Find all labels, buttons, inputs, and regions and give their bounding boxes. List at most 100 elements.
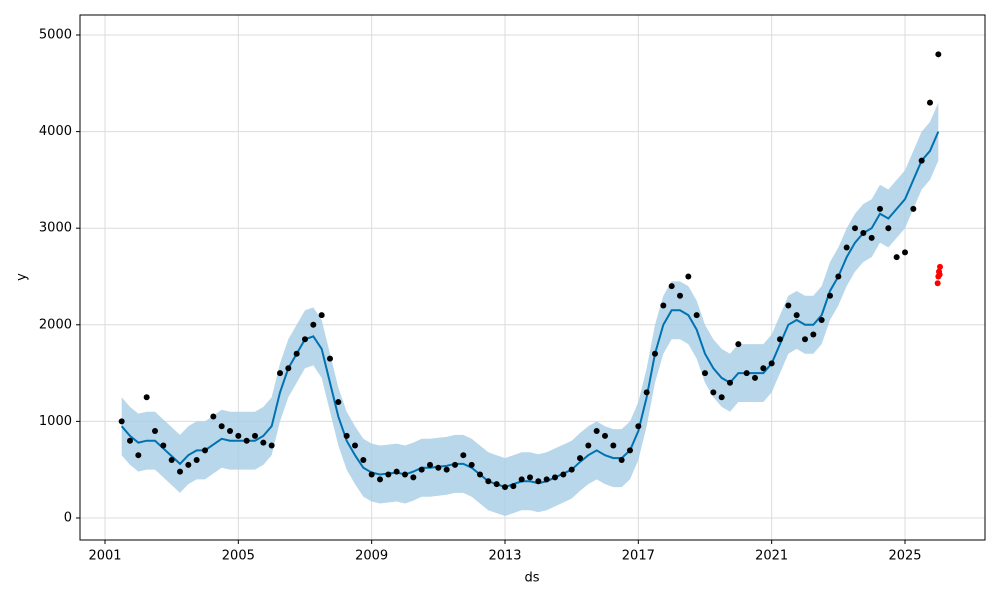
data-point — [810, 331, 817, 338]
data-point — [785, 302, 792, 309]
data-point — [760, 365, 767, 372]
data-point — [418, 466, 425, 473]
data-point — [585, 442, 592, 449]
data-point — [660, 302, 667, 309]
data-point — [352, 442, 358, 449]
data-point — [210, 413, 217, 420]
data-point — [860, 230, 867, 237]
data-point — [927, 99, 933, 106]
data-point — [793, 312, 800, 319]
data-point — [702, 370, 708, 377]
data-point — [568, 466, 575, 473]
data-point — [910, 205, 917, 212]
plot-frame — [79, 14, 986, 541]
data-point — [360, 457, 367, 464]
data-point — [143, 394, 150, 401]
data-point — [310, 321, 317, 328]
data-point — [152, 428, 158, 435]
x-tick-label: 2013 — [488, 549, 521, 564]
data-point — [885, 225, 892, 232]
x-tick-label: 2001 — [88, 549, 121, 564]
data-point — [502, 484, 508, 491]
data-point — [718, 394, 725, 401]
data-point — [652, 350, 658, 357]
data-point — [843, 244, 850, 251]
data-point — [577, 455, 583, 462]
x-tick-label: 2021 — [755, 549, 788, 564]
data-point — [377, 476, 383, 483]
data-point — [410, 474, 417, 481]
data-point — [335, 399, 342, 406]
data-point — [893, 254, 900, 261]
data-point — [902, 249, 908, 256]
data-point — [168, 457, 175, 464]
data-point — [135, 452, 142, 459]
data-point — [668, 283, 675, 290]
data-point — [468, 461, 475, 468]
data-point — [235, 432, 242, 439]
data-point — [618, 457, 625, 464]
y-axis-label: y — [15, 273, 30, 281]
y-tick-label: 5000 — [39, 27, 72, 42]
data-point — [260, 439, 267, 446]
data-point — [227, 428, 233, 435]
data-point — [460, 452, 467, 459]
forecast-line — [120, 131, 940, 489]
data-point — [818, 316, 825, 323]
data-point — [277, 370, 283, 377]
data-point — [343, 432, 350, 439]
data-point — [752, 374, 758, 381]
data-point — [602, 432, 608, 439]
data-point — [243, 437, 250, 444]
data-point — [452, 461, 458, 468]
data-point — [218, 423, 225, 430]
data-point — [777, 336, 783, 343]
data-point — [493, 481, 500, 488]
data-point — [643, 389, 650, 396]
data-point — [252, 432, 258, 439]
data-point — [285, 365, 292, 372]
data-point — [727, 379, 733, 386]
data-point — [202, 447, 208, 454]
data-point — [318, 312, 325, 319]
data-point — [427, 461, 433, 468]
data-point — [393, 468, 400, 475]
x-axis-label: ds — [524, 571, 539, 586]
data-point — [543, 476, 550, 483]
data-point — [593, 428, 600, 435]
data-point — [934, 280, 941, 287]
x-tick-label: 2017 — [622, 549, 655, 564]
data-point — [118, 418, 125, 425]
data-point — [935, 51, 942, 58]
data-point — [877, 205, 883, 212]
x-tick-label: 2005 — [222, 549, 255, 564]
data-point — [552, 474, 558, 481]
data-point — [735, 341, 742, 348]
data-point — [185, 461, 192, 468]
data-point — [936, 271, 943, 278]
data-point — [802, 336, 808, 343]
y-tick-label: 3000 — [39, 221, 72, 236]
data-point — [827, 292, 833, 299]
data-point — [835, 273, 842, 280]
data-point — [160, 442, 167, 449]
y-tick-label: 2000 — [39, 317, 72, 332]
data-point — [193, 457, 200, 464]
data-point — [485, 478, 492, 485]
data-point — [293, 350, 300, 357]
data-point — [127, 437, 133, 444]
data-point — [368, 471, 375, 478]
y-tick-label: 1000 — [39, 414, 72, 429]
data-point — [510, 483, 517, 490]
data-point — [560, 471, 567, 478]
data-point — [693, 312, 700, 319]
data-point — [710, 389, 717, 396]
data-point — [443, 466, 450, 473]
data-point — [768, 360, 775, 367]
data-point — [677, 292, 683, 299]
y-tick-label: 4000 — [39, 124, 72, 139]
data-point — [177, 468, 183, 475]
data-point — [477, 471, 483, 478]
uncertainty-band — [121, 102, 939, 517]
data-point — [627, 447, 633, 454]
